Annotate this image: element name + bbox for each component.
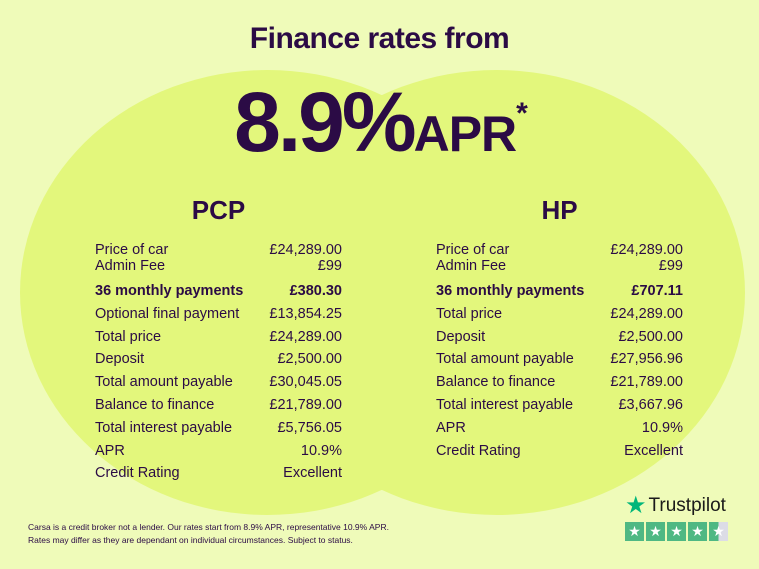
table-row: Total price £24,289.00	[95, 326, 342, 349]
row-value: £380.30	[289, 283, 342, 299]
rate-suffix: APR	[413, 106, 518, 162]
row-label: Balance to finance	[436, 374, 556, 391]
row-value: £27,956.96	[610, 351, 683, 368]
row-value: £707.11	[631, 283, 683, 299]
trustpilot-star-icon: ★	[625, 492, 647, 519]
row-value: £13,854.25	[269, 305, 342, 322]
disclaimer: Carsa is a credit broker not a lender. O…	[28, 521, 389, 546]
hp-title: HP	[541, 195, 578, 225]
row-value: £24,289.00	[269, 328, 342, 345]
disclaimer-line: Rates may differ as they are dependant o…	[28, 534, 353, 545]
table-row: Balance to finance £21,789.00	[436, 371, 683, 394]
table-row: APR 10.9%	[436, 417, 683, 440]
table-row: Price of car £24,289.00	[95, 242, 342, 258]
row-value: £99	[317, 258, 342, 274]
table-row: Deposit £2,500.00	[436, 326, 683, 349]
row-value: 10.9%	[300, 442, 342, 459]
table-row: Admin Fee £99	[436, 258, 683, 274]
row-label: Total price	[95, 328, 162, 345]
row-value: £21,789.00	[610, 374, 683, 391]
row-value: 10.9%	[641, 419, 683, 436]
row-label: Price of car	[436, 242, 510, 258]
row-label: Admin Fee	[436, 258, 507, 274]
rating-star-icon: ★	[646, 522, 665, 541]
rate-value: 8.9%	[234, 75, 416, 169]
row-label: Admin Fee	[95, 258, 166, 274]
row-label: Total amount payable	[436, 351, 574, 368]
rate-asterisk: *	[516, 97, 528, 130]
headline-rate: 8.9%APR*	[0, 66, 759, 182]
rating-star-icon: ★	[667, 522, 686, 541]
row-label: Total price	[436, 305, 503, 322]
row-label: 36 monthly payments	[95, 283, 244, 299]
row-value: Excellent	[624, 442, 683, 459]
table-row: Total price £24,289.00	[436, 303, 683, 326]
trustpilot-rating: ★ ★ ★ ★ ★	[625, 522, 728, 541]
row-label: Price of car	[95, 242, 169, 258]
row-value: £30,045.05	[269, 374, 342, 391]
rating-star-icon: ★	[709, 522, 728, 541]
row-label: Total interest payable	[95, 419, 233, 436]
row-label: Optional final payment	[95, 305, 240, 322]
table-row: Total amount payable £30,045.05	[95, 371, 342, 394]
table-row: Optional final payment £13,854.25	[95, 303, 342, 326]
row-label: Deposit	[436, 328, 486, 345]
row-value: Excellent	[283, 465, 342, 482]
headline-title: Finance rates from	[249, 22, 510, 55]
row-label: Credit Rating	[95, 465, 180, 482]
row-value: £2,500.00	[618, 328, 683, 345]
pcp-table: PCP Price of car £24,289.00 Admin Fee £99 36…	[95, 195, 342, 485]
table-row: 36 monthly payments £380.30	[95, 280, 342, 303]
row-label: 36 monthly payments	[436, 283, 585, 299]
table-row: Credit Rating Excellent	[436, 440, 683, 463]
trustpilot-brand: Trustpilot	[648, 495, 726, 516]
row-value: £2,500.00	[277, 351, 342, 368]
row-value: £3,667.96	[618, 396, 683, 413]
row-label: Total amount payable	[95, 374, 233, 391]
table-row: Credit Rating Excellent	[95, 462, 342, 485]
disclaimer-line: Carsa is a credit broker not a lender. O…	[28, 522, 389, 532]
row-label: Deposit	[95, 351, 145, 368]
table-row: Total interest payable £3,667.96	[436, 394, 683, 417]
row-value: £24,289.00	[610, 305, 683, 322]
table-row: 36 monthly payments £707.11	[436, 280, 683, 303]
row-label: APR	[95, 442, 125, 459]
table-row: Deposit £2,500.00	[95, 348, 342, 371]
table-row: Admin Fee £99	[95, 258, 342, 274]
row-label: APR	[436, 419, 466, 436]
trustpilot-badge: ★ Trustpilot ★ ★ ★ ★ ★	[625, 492, 728, 541]
row-value: £24,289.00	[610, 242, 683, 258]
row-value: £99	[658, 258, 683, 274]
row-value: £21,789.00	[269, 396, 342, 413]
pcp-title: PCP	[191, 195, 246, 225]
table-row: Total interest payable £5,756.05	[95, 417, 342, 440]
table-row: Balance to finance £21,789.00	[95, 394, 342, 417]
row-value: £5,756.05	[277, 419, 342, 436]
row-label: Balance to finance	[95, 396, 215, 413]
rating-star-icon: ★	[688, 522, 707, 541]
background-circle-right	[248, 70, 745, 515]
table-row: Price of car £24,289.00	[436, 242, 683, 258]
table-row: APR 10.9%	[95, 440, 342, 463]
rating-star-icon: ★	[625, 522, 644, 541]
row-label: Total interest payable	[436, 396, 574, 413]
row-label: Credit Rating	[436, 442, 521, 459]
hp-table: HP Price of car £24,289.00 Admin Fee £99 36 …	[436, 195, 683, 462]
table-row: Total amount payable £27,956.96	[436, 348, 683, 371]
row-value: £24,289.00	[269, 242, 342, 258]
